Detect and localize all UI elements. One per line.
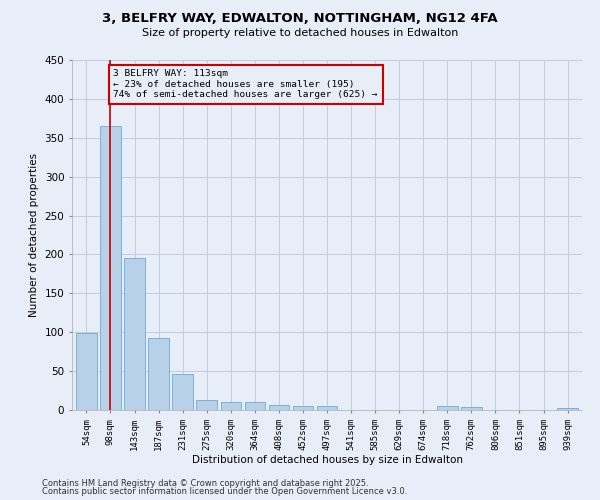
Bar <box>196 400 217 410</box>
Bar <box>100 126 121 410</box>
Bar <box>172 374 193 410</box>
Bar <box>124 258 145 410</box>
Text: 3, BELFRY WAY, EDWALTON, NOTTINGHAM, NG12 4FA: 3, BELFRY WAY, EDWALTON, NOTTINGHAM, NG1… <box>102 12 498 26</box>
Bar <box>76 333 97 410</box>
X-axis label: Distribution of detached houses by size in Edwalton: Distribution of detached houses by size … <box>191 456 463 466</box>
Bar <box>461 407 482 410</box>
Bar <box>437 406 458 410</box>
Bar <box>221 402 241 410</box>
Bar <box>148 338 169 410</box>
Text: Size of property relative to detached houses in Edwalton: Size of property relative to detached ho… <box>142 28 458 38</box>
Bar <box>293 406 313 410</box>
Bar <box>317 406 337 410</box>
Bar <box>557 408 578 410</box>
Text: Contains public sector information licensed under the Open Government Licence v3: Contains public sector information licen… <box>42 487 407 496</box>
Text: 3 BELFRY WAY: 113sqm
← 23% of detached houses are smaller (195)
74% of semi-deta: 3 BELFRY WAY: 113sqm ← 23% of detached h… <box>113 70 378 99</box>
Text: Contains HM Land Registry data © Crown copyright and database right 2025.: Contains HM Land Registry data © Crown c… <box>42 478 368 488</box>
Bar <box>245 402 265 410</box>
Y-axis label: Number of detached properties: Number of detached properties <box>29 153 39 317</box>
Bar <box>269 406 289 410</box>
